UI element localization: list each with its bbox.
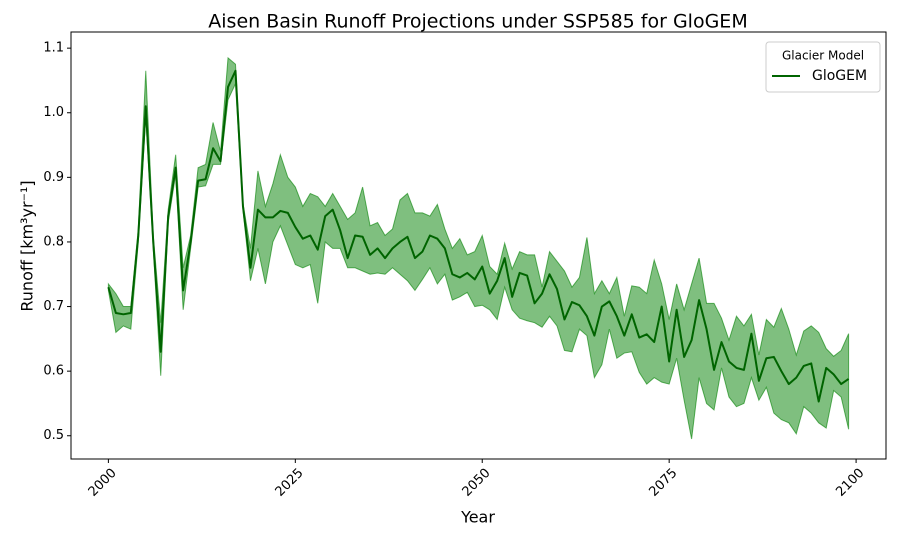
legend-label: GloGEM (812, 68, 867, 84)
y-axis-label: Runoff [km³yr⁻¹] (18, 180, 37, 311)
legend-box (765, 41, 881, 93)
x-tick-label: 2100 (833, 466, 867, 500)
y-tick-label: 0.8 (43, 234, 64, 249)
x-tick-label: 2050 (460, 466, 494, 500)
chart-title: Aisen Basin Runoff Projections under SSP… (208, 11, 747, 33)
y-tick-label: 0.9 (43, 170, 64, 185)
runoff-line (107, 69, 850, 403)
x-tick-label: 2000 (86, 466, 120, 500)
uncertainty-band (107, 56, 850, 440)
x-tick-label: 2075 (646, 466, 680, 500)
x-tick-label: 2025 (273, 466, 307, 500)
y-tick-label: 0.7 (43, 299, 64, 314)
y-tick-label: 1.0 (43, 105, 64, 120)
x-axis-label: Year (460, 508, 495, 527)
y-tick-label: 0.6 (43, 364, 64, 379)
legend-title: Glacier Model (782, 49, 864, 63)
y-tick-label: 1.1 (43, 41, 64, 56)
y-tick-label: 0.5 (43, 428, 64, 443)
plot-frame (70, 31, 887, 460)
